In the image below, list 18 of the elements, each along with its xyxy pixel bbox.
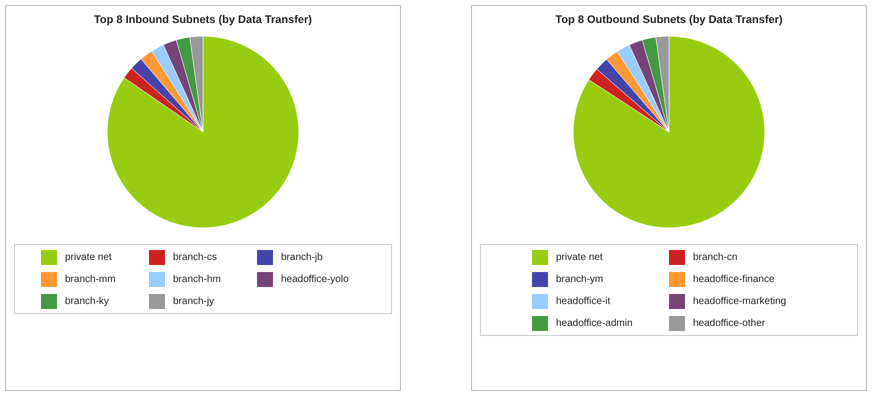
legend-label: private net <box>65 252 112 262</box>
legend-label: private net <box>556 252 603 262</box>
chart-title: Top 8 Outbound Subnets (by Data Transfer) <box>554 14 784 26</box>
legend-label: headoffice-marketing <box>693 296 786 306</box>
legend-label: branch-cs <box>173 252 217 262</box>
legend-label: branch-hm <box>173 274 221 284</box>
legend-label: branch-cn <box>693 252 738 262</box>
legend-label: branch-ym <box>556 274 604 284</box>
legend-label: headoffice-it <box>556 296 610 306</box>
legend-label: branch-ky <box>65 296 109 306</box>
legend-label: headoffice-finance <box>693 274 775 284</box>
legend-label: headoffice-yolo <box>281 274 349 284</box>
chart-title: Top 8 Inbound Subnets (by Data Transfer) <box>93 14 313 26</box>
legend-label: branch-jb <box>281 252 323 262</box>
legend-label: branch-mm <box>65 274 116 284</box>
legend-label: headoffice-admin <box>556 318 633 328</box>
legend-label: branch-jy <box>173 296 214 306</box>
legend-label: headoffice-other <box>693 318 766 328</box>
